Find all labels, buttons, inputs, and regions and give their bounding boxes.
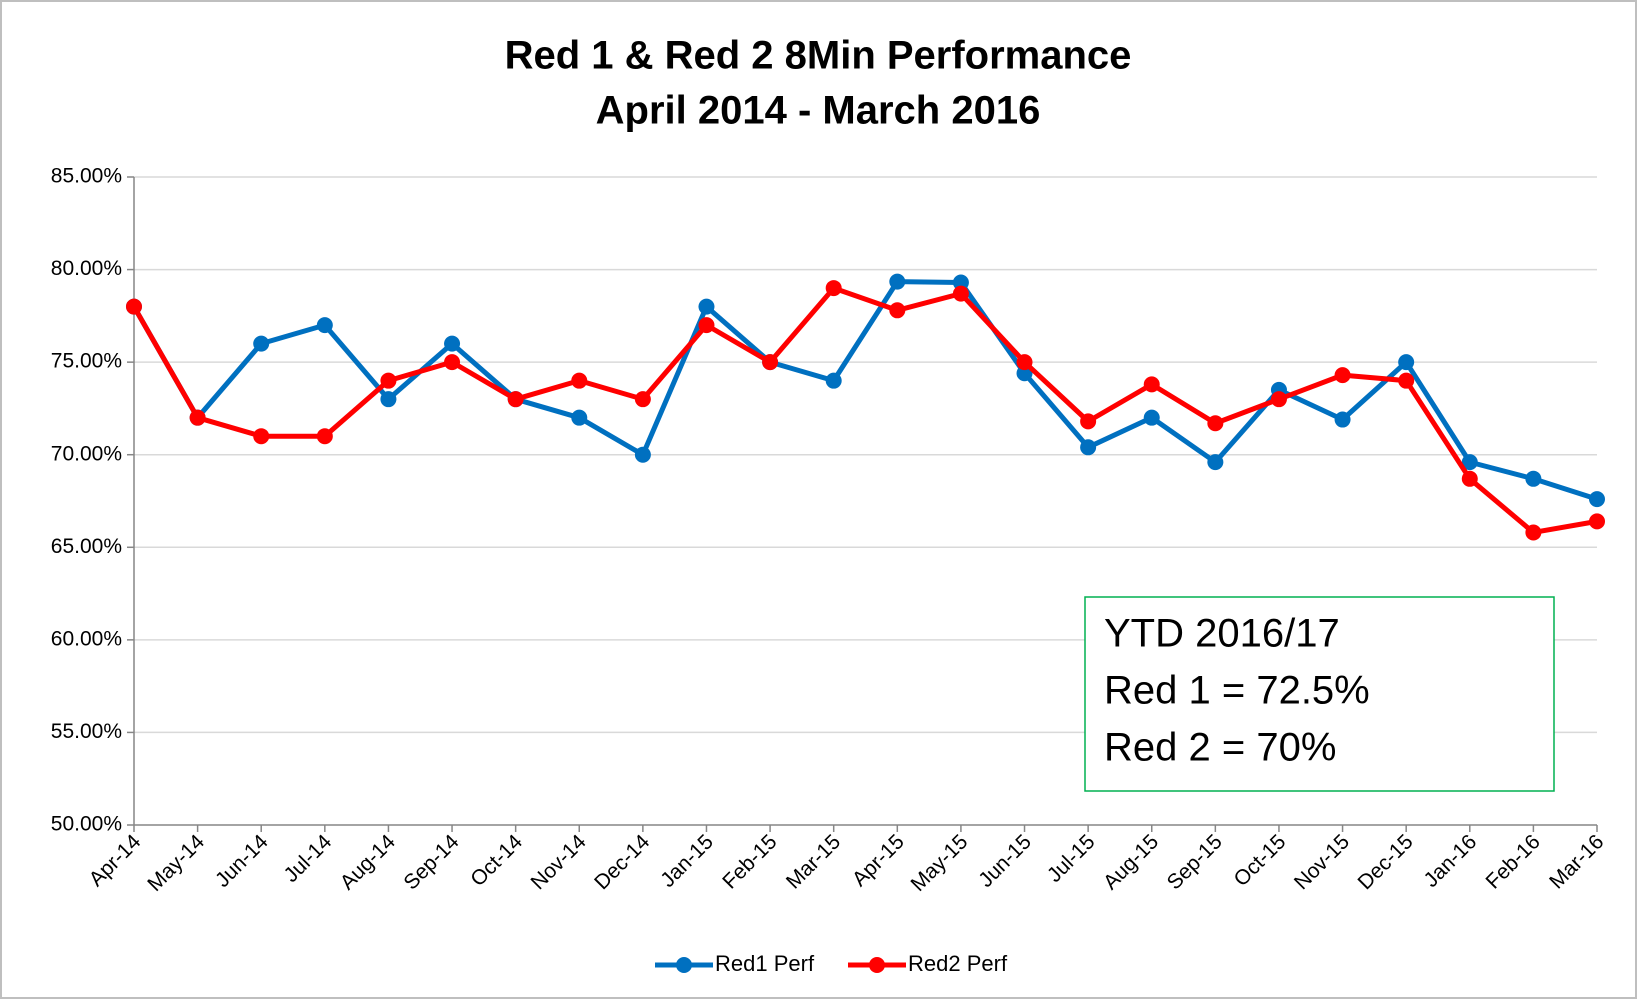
data-point [889, 273, 906, 290]
data-point [1207, 454, 1224, 471]
data-point [1143, 409, 1160, 426]
y-tick-label: 75.00% [51, 350, 122, 373]
data-point [1080, 439, 1097, 456]
data-point [1398, 354, 1415, 371]
data-point [1525, 470, 1542, 487]
data-point [634, 391, 651, 408]
data-point [316, 317, 333, 334]
data-point [253, 428, 270, 445]
annotation-text: Red 1 = 72.5% [1104, 669, 1370, 713]
data-point [444, 335, 461, 352]
annotation-text: YTD 2016/17 [1104, 612, 1340, 656]
y-tick-label: 65.00% [51, 535, 122, 558]
data-point [126, 298, 142, 315]
data-point [571, 372, 588, 389]
data-point [698, 317, 715, 334]
y-tick-label: 70.00% [51, 442, 122, 465]
y-tick-label: 80.00% [51, 257, 122, 280]
data-point [825, 280, 842, 297]
data-point [1270, 391, 1287, 408]
y-tick-label: 50.00% [51, 813, 122, 836]
legend-marker [676, 957, 692, 973]
data-point [571, 409, 588, 426]
data-point [1207, 415, 1224, 432]
data-point [1589, 513, 1605, 530]
legend-marker [869, 957, 885, 973]
data-point [1334, 411, 1351, 428]
data-point [1525, 524, 1542, 541]
data-point [1016, 354, 1033, 371]
legend-label: Red2 Perf [908, 951, 1008, 976]
legend-label: Red1 Perf [715, 951, 815, 976]
data-point [825, 372, 842, 389]
data-point [189, 409, 206, 426]
data-point [634, 446, 651, 463]
series-line [131, 285, 1598, 535]
data-point [762, 354, 779, 371]
data-point [1143, 376, 1160, 393]
data-point [698, 298, 715, 315]
data-point [380, 372, 397, 389]
data-point [952, 285, 969, 302]
data-point [316, 428, 333, 445]
data-point [1334, 367, 1351, 384]
data-point [952, 274, 969, 291]
data-point [1461, 470, 1478, 487]
chart-title: Red 1 & Red 2 8Min Performance [505, 34, 1132, 78]
chart-subtitle: April 2014 - March 2016 [596, 89, 1041, 133]
data-point [1461, 454, 1478, 471]
y-tick-label: 85.00% [51, 165, 122, 188]
y-tick-label: 60.00% [51, 627, 122, 650]
data-point [380, 391, 397, 408]
data-point [1398, 372, 1415, 389]
y-tick-label: 55.00% [51, 720, 122, 743]
data-point [889, 302, 906, 319]
data-point [1080, 413, 1097, 430]
data-point [444, 354, 461, 371]
data-point [507, 391, 524, 408]
data-point [1589, 491, 1605, 508]
data-point [253, 335, 270, 352]
annotation-text: Red 2 = 70% [1104, 726, 1336, 770]
annotation-box [1084, 596, 1555, 792]
